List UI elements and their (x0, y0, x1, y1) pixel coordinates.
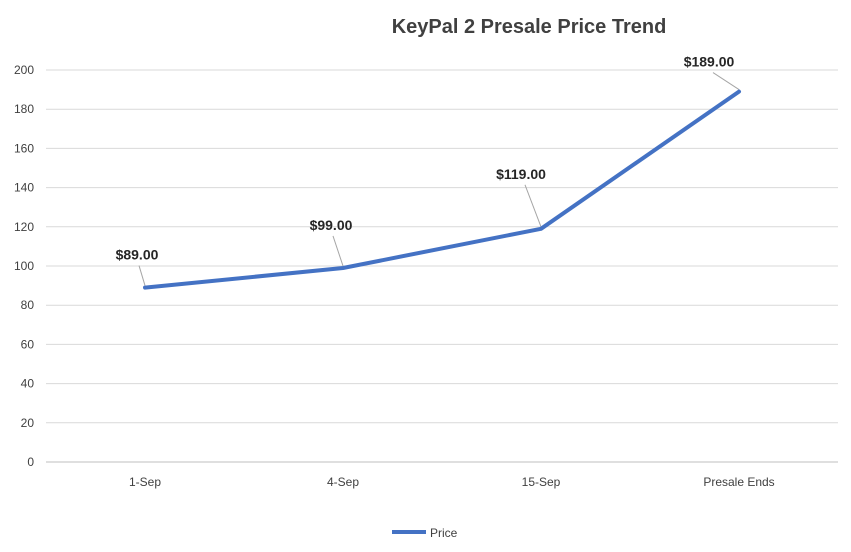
y-tick-label: 0 (27, 455, 34, 469)
x-axis-ticks: 1-Sep 4-Sep 15-Sep Presale Ends (129, 475, 775, 489)
y-tick-label: 120 (14, 220, 34, 234)
data-label: $99.00 (310, 217, 353, 233)
data-labels: $89.00 $99.00 $119.00 $189.00 (116, 54, 735, 263)
data-label: $119.00 (496, 166, 546, 182)
data-label: $189.00 (684, 54, 735, 70)
gridlines (46, 69, 838, 463)
legend: Price (392, 526, 458, 540)
series-price (143, 89, 741, 290)
y-tick-label: 60 (21, 337, 35, 351)
data-label-leader-lines (138, 72, 740, 286)
y-tick-label: 100 (14, 259, 34, 273)
y-tick-label: 180 (14, 102, 34, 116)
y-tick-label: 200 (14, 63, 34, 77)
y-tick-label: 140 (14, 181, 34, 195)
leader-line (524, 184, 542, 227)
y-tick-label: 160 (14, 141, 34, 155)
leader-line (332, 235, 344, 267)
x-tick-label: 15-Sep (522, 475, 561, 489)
legend-label-price: Price (430, 526, 458, 540)
series-line-price (143, 89, 741, 290)
y-tick-label: 80 (21, 298, 35, 312)
y-tick-label: 20 (21, 416, 35, 430)
chart-title: KeyPal 2 Presale Price Trend (392, 16, 667, 38)
data-label: $89.00 (116, 247, 159, 263)
leader-line (712, 72, 740, 90)
y-axis-ticks: 0 20 40 60 80 100 120 140 160 180 200 (14, 63, 34, 469)
leader-line (138, 265, 146, 286)
x-tick-label: Presale Ends (703, 475, 774, 489)
x-tick-label: 1-Sep (129, 475, 161, 489)
y-tick-label: 40 (21, 377, 35, 391)
x-tick-label: 4-Sep (327, 475, 359, 489)
